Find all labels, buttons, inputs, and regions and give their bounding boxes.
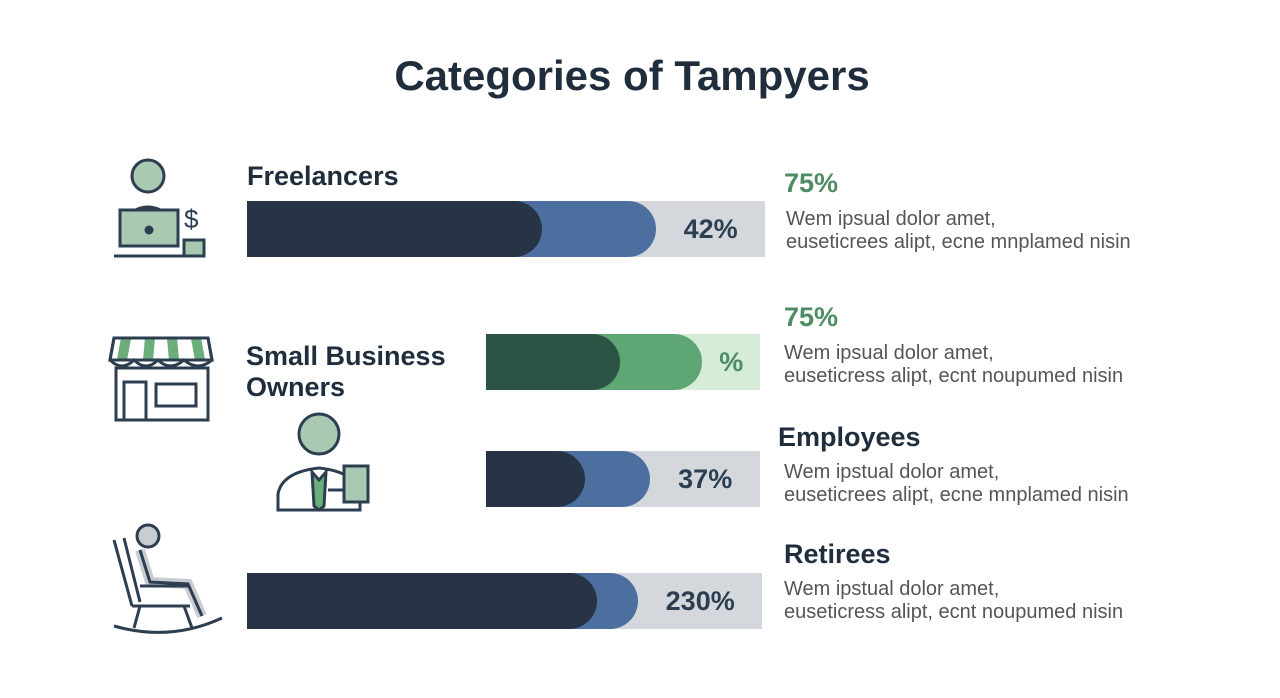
stat-small-business-owners: 75% [784, 302, 839, 332]
desc-retirees-line2: euseticress alipt, ecnt noupumed nisin [784, 601, 1124, 623]
bar-retirees: 230% [247, 573, 762, 629]
desc-employees-line2: euseticrees alipt, ecne mnplamed nisin [784, 484, 1129, 506]
bar-freelancers: 42% [247, 201, 765, 257]
rocking-chair-retiree-icon [110, 522, 230, 643]
row-label-small-business-owners: Small Business Owners [246, 341, 446, 402]
stat-freelancers: 75% [784, 168, 839, 198]
svg-text:$: $ [184, 204, 199, 234]
desc-small-business-owners-line1: Wem ipsual dolor amet, [784, 342, 994, 364]
storefront-icon [106, 334, 216, 429]
bar-value-label: 42% [683, 213, 738, 244]
bar-employees: 37% [486, 451, 760, 507]
row-label-freelancers: Freelancers [247, 161, 399, 191]
bar-value-label: % [719, 346, 744, 377]
desc-freelancers-line2: euseticrees alipt, ecne mnplamed nisin [786, 231, 1131, 253]
bar-small-business-owners: % [486, 334, 760, 390]
employee-tie-icon [274, 410, 374, 517]
desc-small-business-owners-line2: euseticress alipt, ecnt noupumed nisin [784, 365, 1124, 387]
freelancer-laptop-dollar-icon: $ [108, 152, 208, 267]
bar-segment-primary [486, 451, 585, 507]
row-label-retirees: Retirees [784, 539, 891, 569]
desc-employees-line1: Wem ipstual dolor amet, [784, 461, 1000, 483]
page-title: Categories of Tampyers [394, 52, 870, 99]
bar-segment-primary [247, 573, 598, 629]
desc-retirees-line1: Wem ipstual dolor amet, [784, 578, 1000, 600]
desc-freelancers-line1: Wem ipsual dolor amet, [786, 208, 996, 230]
bar-segment-primary [247, 201, 543, 257]
bar-value-label: 37% [678, 463, 733, 494]
bar-segment-primary [486, 334, 621, 390]
bar-value-label: 230% [665, 585, 735, 616]
row-label-employees: Employees [778, 422, 921, 452]
